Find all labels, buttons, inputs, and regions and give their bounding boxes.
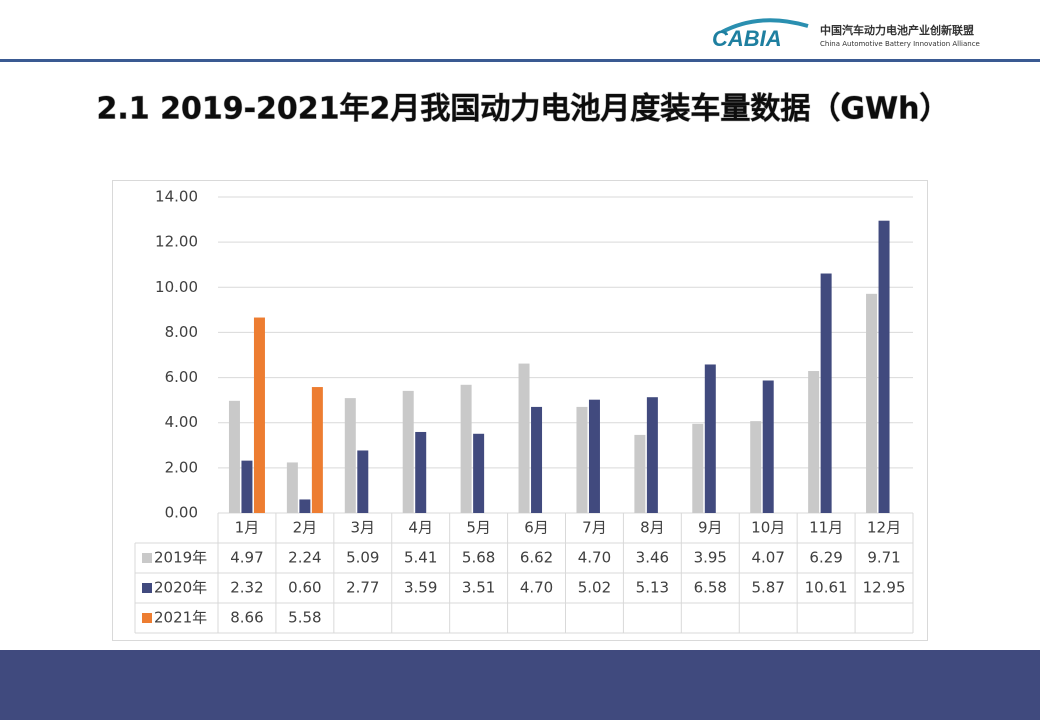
bar [241, 460, 253, 513]
bar [531, 406, 543, 513]
bar [808, 371, 820, 513]
table-value: 3.59 [404, 579, 437, 597]
bar [692, 423, 704, 513]
bar [866, 293, 878, 513]
legend-key [142, 613, 152, 623]
table-value: 5.41 [404, 549, 437, 567]
x-tick-label: 11月 [809, 519, 843, 537]
legend-key [142, 553, 152, 563]
x-tick-label: 4月 [408, 519, 433, 537]
table-value: 2.24 [288, 549, 321, 567]
x-tick-label: 3月 [351, 519, 376, 537]
table-value: 10.61 [805, 579, 848, 597]
logo: CABIA [712, 26, 782, 51]
bar [228, 400, 240, 513]
table-value: 5.09 [346, 549, 379, 567]
y-tick-label: 14.00 [155, 188, 198, 206]
bar [646, 397, 658, 513]
table-value: 3.51 [462, 579, 495, 597]
x-tick-label: 9月 [698, 519, 723, 537]
table-value: 3.95 [694, 549, 727, 567]
y-tick-label: 8.00 [165, 323, 198, 341]
table-value: 0.60 [288, 579, 321, 597]
y-tick-label: 0.00 [165, 504, 198, 522]
legend-label: 2019年 [154, 549, 207, 567]
table-value: 4.97 [230, 549, 263, 567]
bar [253, 317, 265, 513]
bar [311, 387, 323, 513]
logo-arc [721, 18, 809, 34]
table-value: 5.02 [578, 579, 611, 597]
table-value: 4.70 [520, 579, 553, 597]
legend-key [142, 583, 152, 593]
bar [518, 363, 530, 513]
table-value: 5.58 [288, 609, 321, 627]
table-value: 2.77 [346, 579, 379, 597]
bar [878, 220, 890, 513]
bar [588, 399, 600, 513]
header-line [0, 59, 1040, 62]
bar [762, 380, 774, 513]
y-tick-label: 4.00 [165, 413, 198, 431]
legend-label: 2020年 [154, 579, 207, 597]
table-value: 6.58 [694, 579, 727, 597]
bar [415, 431, 427, 513]
y-tick-label: 10.00 [155, 278, 198, 296]
table-value: 9.71 [867, 549, 900, 567]
bar [299, 499, 311, 513]
bar [576, 406, 588, 513]
x-tick-label: 1月 [235, 519, 260, 537]
footer-band [0, 650, 1040, 720]
table-value: 6.29 [809, 549, 842, 567]
legend-label: 2021年 [154, 609, 207, 627]
table-value: 2.32 [230, 579, 263, 597]
table-value: 8.66 [230, 609, 263, 627]
bar [704, 364, 716, 513]
table-value: 3.46 [636, 549, 669, 567]
x-tick-label: 10月 [751, 519, 785, 537]
table-value: 4.07 [752, 549, 785, 567]
bar [460, 384, 472, 513]
bar [344, 398, 356, 513]
y-tick-label: 6.00 [165, 368, 198, 386]
x-tick-label: 8月 [640, 519, 665, 537]
bar [820, 273, 832, 513]
org-en: China Automotive Battery Innovation Alli… [820, 40, 980, 48]
x-tick-label: 12月 [867, 519, 901, 537]
x-tick-label: 6月 [524, 519, 549, 537]
y-tick-label: 2.00 [165, 458, 198, 476]
bar [750, 421, 762, 513]
bar [634, 434, 646, 513]
table-value: 4.70 [578, 549, 611, 567]
x-tick-label: 2月 [293, 519, 318, 537]
x-tick-label: 5月 [466, 519, 491, 537]
table-value: 5.13 [636, 579, 669, 597]
table-value: 5.87 [752, 579, 785, 597]
org-cn: 中国汽车动力电池产业创新联盟 [820, 23, 974, 37]
table-value: 5.68 [462, 549, 495, 567]
bar [473, 433, 485, 513]
table-value: 6.62 [520, 549, 553, 567]
bar [286, 462, 298, 513]
table-value: 12.95 [863, 579, 906, 597]
chart-title: 2.1 2019-2021年2月我国动力电池月度装车量数据（GWh） [97, 92, 950, 127]
bar [357, 450, 369, 513]
x-tick-label: 7月 [582, 519, 607, 537]
bar [402, 390, 414, 513]
y-tick-label: 12.00 [155, 233, 198, 251]
